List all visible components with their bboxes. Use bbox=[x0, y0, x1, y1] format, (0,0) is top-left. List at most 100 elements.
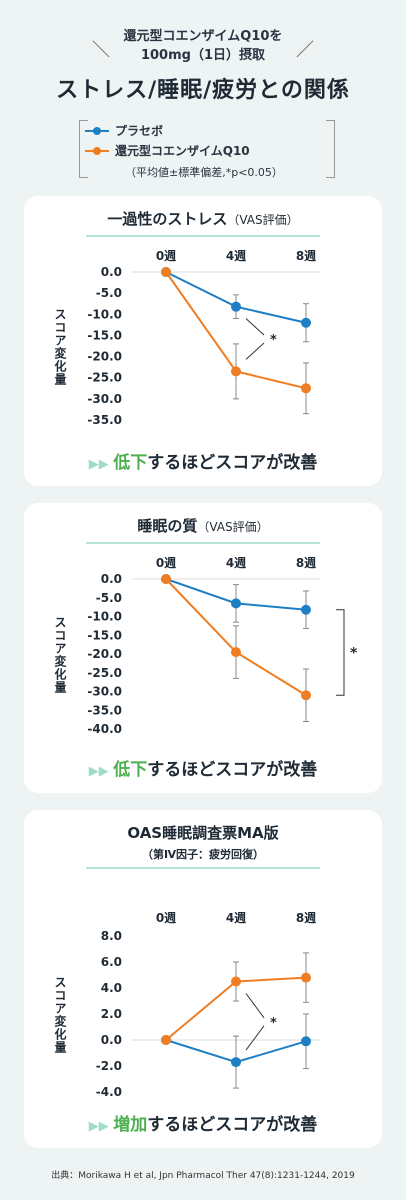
legend: プラセボ 還元型コエンザイムQ10 （平均値±標準偏差,*p<0.05） bbox=[79, 120, 335, 180]
significance-mark: * bbox=[270, 333, 277, 348]
header-slash-right: ／ bbox=[296, 40, 314, 61]
chart-card-sleep: 睡眠の質（VAS評価） 0週 4週 8週 0.0 -5.0 -10.0 -15.0 -20.0 -… bbox=[24, 503, 382, 793]
data-point bbox=[231, 1057, 241, 1068]
significance-bracket bbox=[336, 609, 345, 696]
y-tick-label: -35.0 bbox=[87, 703, 122, 717]
category-label: 8週 bbox=[296, 555, 316, 570]
header-line-2: 100mg（1日）摂取 bbox=[140, 48, 266, 63]
y-tick-label: 0.0 bbox=[101, 1033, 122, 1047]
footer-highlight: 低下 bbox=[112, 452, 147, 473]
y-tick-label: -30.0 bbox=[87, 392, 122, 406]
category-label: 0週 bbox=[156, 555, 176, 570]
data-point bbox=[161, 574, 171, 584]
significance-line bbox=[245, 342, 265, 360]
chart-title-suffix: （VAS評価） bbox=[197, 519, 268, 534]
chart-title-main: OAS睡眠調査票MA版 bbox=[127, 824, 278, 842]
category-label: 4週 bbox=[226, 910, 246, 925]
category-label: 8週 bbox=[296, 910, 316, 925]
footer-arrow-icon: ▶▶ bbox=[89, 1119, 114, 1134]
category-label: 8週 bbox=[296, 248, 316, 263]
footer-text: するほどスコアが改善 bbox=[147, 759, 317, 780]
source-citation: 出典：Morikawa H et al, Jpn Pharmacol Ther … bbox=[51, 1171, 355, 1181]
y-tick-label: -35.0 bbox=[87, 413, 122, 427]
y-tick-label: -10.0 bbox=[87, 610, 122, 624]
data-point bbox=[301, 972, 311, 983]
footer-arrow-icon: ▶▶ bbox=[89, 764, 114, 779]
y-tick-label: -20.0 bbox=[87, 350, 122, 364]
y-tick-label: -4.0 bbox=[96, 1085, 122, 1099]
legend-bracket-left bbox=[79, 120, 88, 178]
data-point bbox=[161, 267, 171, 277]
y-tick-label: 8.0 bbox=[101, 929, 122, 943]
y-tick-label: -5.0 bbox=[96, 286, 122, 300]
data-point bbox=[231, 366, 241, 377]
y-axis-label: スコア変化量 bbox=[53, 616, 67, 694]
chart-footer: ▶▶ 低下するほどスコアが改善 bbox=[89, 759, 318, 780]
legend-bracket-right bbox=[326, 120, 335, 178]
data-point bbox=[161, 1035, 171, 1045]
category-label: 4週 bbox=[226, 248, 246, 263]
footer-highlight: 増加 bbox=[113, 1114, 147, 1135]
chart-title-suffix: （VAS評価） bbox=[227, 212, 298, 227]
chart-title-main: 睡眠の質 bbox=[137, 517, 197, 535]
header-slash-left: ＼ bbox=[92, 40, 110, 61]
legend-marker-placebo bbox=[85, 127, 109, 135]
legend-label-coq10: 還元型コエンザイムQ10 bbox=[115, 144, 250, 158]
y-tick-label: -20.0 bbox=[87, 647, 122, 661]
y-tick-label: -15.0 bbox=[87, 328, 122, 342]
legend-marker-coq10 bbox=[85, 147, 109, 155]
data-point bbox=[301, 317, 311, 328]
chart-title: OAS睡眠調査票MA版 bbox=[127, 824, 278, 842]
chart-card-fatigue: OAS睡眠調査票MA版 （第Ⅳ因子：疲労回復） 0週 4週 8週 8.0 6.0 4.0 2.0… bbox=[24, 810, 382, 1148]
legend-note: （平均値±標準偏差,*p<0.05） bbox=[125, 166, 283, 179]
significance-line bbox=[245, 318, 265, 336]
y-tick-label: -25.0 bbox=[87, 666, 122, 680]
y-tick-label: -40.0 bbox=[87, 722, 122, 736]
data-point bbox=[231, 598, 241, 609]
footer-arrow-icon: ▶▶ bbox=[89, 457, 114, 472]
header-line-1: 還元型コエンザイムQ10を bbox=[123, 29, 283, 44]
y-axis-label: スコア変化量 bbox=[53, 308, 67, 386]
y-tick-label: -25.0 bbox=[87, 371, 122, 385]
chart-title: 一過性のストレス（VAS評価） bbox=[107, 210, 298, 228]
y-tick-label: 6.0 bbox=[101, 955, 122, 969]
category-label: 0週 bbox=[156, 910, 176, 925]
chart-footer: ▶▶ 増加するほどスコアが改善 bbox=[89, 1114, 318, 1135]
footer-text: するほどスコアが改善 bbox=[147, 1114, 317, 1135]
legend-label-placebo: プラセボ bbox=[115, 124, 164, 138]
data-point bbox=[231, 976, 241, 987]
y-tick-label: 2.0 bbox=[101, 1007, 122, 1021]
y-tick-label: 4.0 bbox=[101, 981, 122, 995]
y-tick-label: 0.0 bbox=[101, 572, 122, 586]
y-tick-label: -2.0 bbox=[96, 1059, 122, 1073]
y-tick-label: -30.0 bbox=[87, 685, 122, 699]
y-axis-label: スコア変化量 bbox=[53, 976, 67, 1054]
chart-fatigue: OAS睡眠調査票MA版 （第Ⅳ因子：疲労回復） 0週 4週 8週 8.0 6.0 4.0 2.0… bbox=[53, 824, 320, 1135]
chart-card-stress: 一過性のストレス（VAS評価） 0週 4週 8週 0.0 -5.0 -10.0 -15.0 -2… bbox=[24, 196, 382, 486]
category-label: 4週 bbox=[226, 555, 246, 570]
data-point bbox=[231, 301, 241, 312]
category-label: 0週 bbox=[156, 248, 176, 263]
data-point bbox=[301, 383, 311, 394]
footer-text: するほどスコアが改善 bbox=[147, 452, 317, 473]
chart-sleep: 睡眠の質（VAS評価） 0週 4週 8週 0.0 -5.0 -10.0 -15.0 -20.0 -… bbox=[53, 517, 358, 780]
significance-mark: * bbox=[350, 646, 358, 662]
significance-line bbox=[245, 993, 265, 1019]
data-point bbox=[301, 690, 311, 701]
chart-title: 睡眠の質（VAS評価） bbox=[137, 517, 268, 535]
y-tick-label: -10.0 bbox=[87, 307, 122, 321]
y-tick-label: -15.0 bbox=[87, 628, 122, 642]
significance-mark: * bbox=[270, 1016, 277, 1031]
chart-title-main: 一過性のストレス bbox=[107, 210, 227, 228]
y-tick-label: 0.0 bbox=[101, 265, 122, 279]
data-point bbox=[301, 1036, 311, 1047]
y-tick-label: -5.0 bbox=[96, 591, 122, 605]
chart-subtitle: （第Ⅳ因子：疲労回復） bbox=[142, 847, 264, 861]
chart-footer: ▶▶ 低下するほどスコアが改善 bbox=[89, 452, 318, 473]
significance-line bbox=[245, 1025, 265, 1051]
data-point bbox=[231, 647, 241, 658]
chart-stress: 一過性のストレス（VAS評価） 0週 4週 8週 0.0 -5.0 -10.0 -15.0 -2… bbox=[53, 210, 320, 473]
data-point bbox=[301, 604, 311, 615]
footer-highlight: 低下 bbox=[112, 759, 147, 780]
page-title: ストレス/睡眠/疲労との関係 bbox=[56, 78, 350, 103]
